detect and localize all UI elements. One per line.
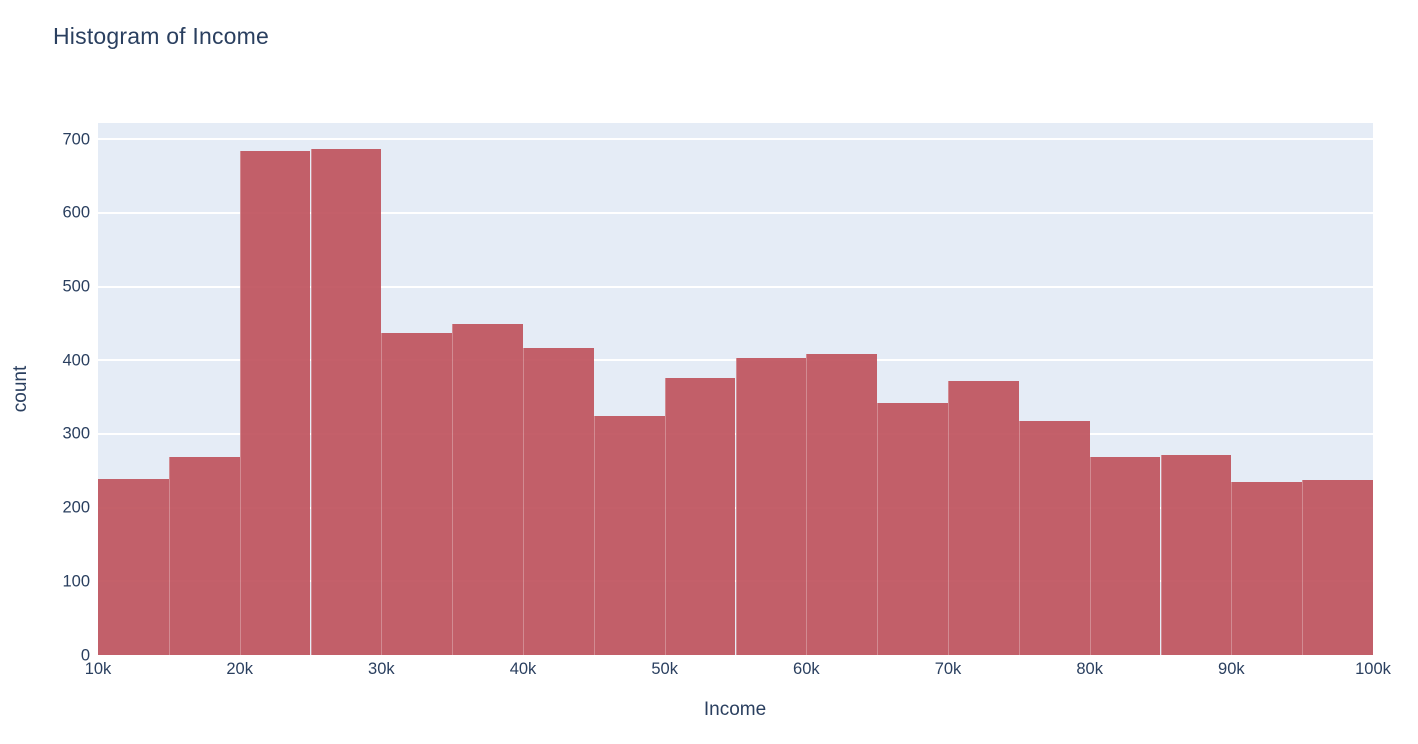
histogram-bar-55k-60k[interactable] xyxy=(735,358,807,655)
x-axis-title: Income xyxy=(703,699,767,720)
y-tick-label-400: 400 xyxy=(62,351,90,370)
plot-area xyxy=(98,123,1373,655)
x-axis-tick-labels: 10k 20k 30k 40k 50k 60k 70k 80k 90k 100k xyxy=(85,660,1391,683)
x-tick-label-80k: 80k xyxy=(1076,660,1103,678)
y-axis-title: count xyxy=(10,365,32,413)
x-tick-label-50k: 50k xyxy=(651,660,678,678)
y-tick-label-500: 500 xyxy=(62,277,90,296)
chart-title: Histogram of Income xyxy=(53,23,269,49)
y-tick-label-700: 700 xyxy=(62,129,90,148)
histogram-bar-40k-45k[interactable] xyxy=(523,347,594,655)
histogram-bar-45k-50k[interactable] xyxy=(593,416,665,655)
histogram-bar-60k-65k[interactable] xyxy=(806,354,878,655)
histogram-bar-95k-100k[interactable] xyxy=(1302,479,1373,655)
histogram-bars-layer xyxy=(98,123,1373,655)
x-tick-label-90k: 90k xyxy=(1218,660,1245,678)
x-tick-label-70k: 70k xyxy=(934,660,962,678)
histogram-bar-80k-85k[interactable] xyxy=(1089,456,1161,655)
histogram-bar-15k-20k[interactable] xyxy=(168,456,240,655)
histogram-bar-85k-90k[interactable] xyxy=(1160,455,1232,655)
gridline-y-700 xyxy=(98,138,1373,141)
histogram-bar-10k-15k[interactable] xyxy=(98,478,169,655)
y-tick-label-300: 300 xyxy=(62,424,90,443)
x-tick-label-100k: 100k xyxy=(1355,660,1391,678)
y-axis-title-wrap: count xyxy=(0,123,42,655)
y-tick-label-200: 200 xyxy=(62,498,90,517)
y-axis-tick-labels: 0 100 200 300 400 500 600 700 xyxy=(0,123,90,663)
y-tick-label-100: 100 xyxy=(62,572,90,591)
histogram-bar-70k-75k[interactable] xyxy=(948,380,1019,655)
x-tick-label-30k: 30k xyxy=(368,660,395,678)
gridline-y-500 xyxy=(98,285,1373,288)
histogram-bar-50k-55k[interactable] xyxy=(664,377,736,655)
x-tick-label-60k: 60k xyxy=(793,660,820,678)
histogram-bar-25k-30k[interactable] xyxy=(310,148,382,655)
y-tick-label-0: 0 xyxy=(80,645,90,664)
y-tick-label-600: 600 xyxy=(62,203,90,222)
x-tick-label-10k: 10k xyxy=(84,660,112,678)
gridline-y-600 xyxy=(98,211,1373,214)
histogram-bar-90k-95k[interactable] xyxy=(1231,481,1303,655)
histogram-bar-35k-40k[interactable] xyxy=(452,324,523,655)
x-tick-label-40k: 40k xyxy=(509,660,537,678)
histogram-bar-20k-25k[interactable] xyxy=(239,151,311,655)
histogram-bar-65k-70k[interactable] xyxy=(877,403,948,655)
histogram-bar-75k-80k[interactable] xyxy=(1018,420,1090,655)
histogram-bar-30k-35k[interactable] xyxy=(381,333,453,655)
x-tick-label-20k: 20k xyxy=(226,660,253,678)
